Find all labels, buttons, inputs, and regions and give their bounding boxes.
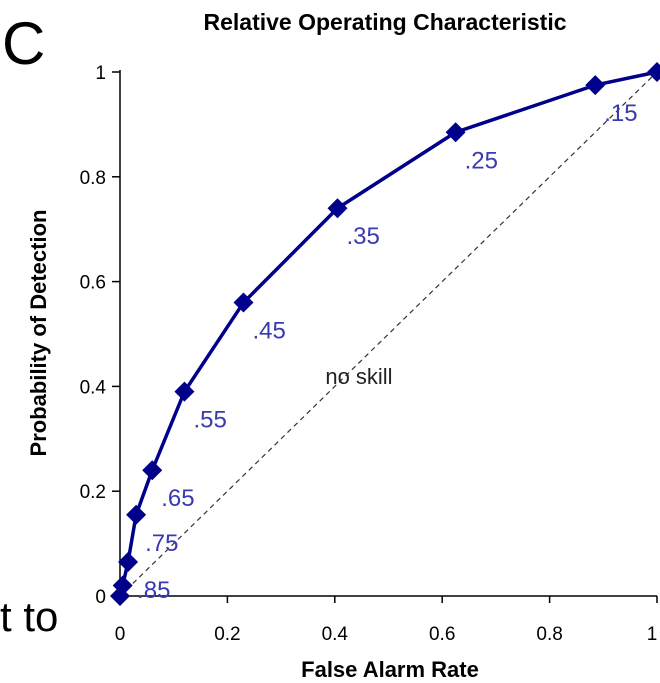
cropped-caption-text: t to xyxy=(0,593,59,640)
threshold-label: .65 xyxy=(161,485,194,512)
roc-data-point xyxy=(112,575,133,596)
x-tick-label: 0 xyxy=(115,624,126,645)
panel-letter: C xyxy=(2,10,46,77)
roc-data-point xyxy=(233,292,254,313)
x-tick-label: 0.8 xyxy=(536,624,562,645)
threshold-label: .25 xyxy=(465,147,498,174)
y-tick-label: 0.2 xyxy=(80,482,106,503)
x-tick-label: 1 xyxy=(647,624,658,645)
threshold-label: .75 xyxy=(145,530,178,557)
threshold-label: .45 xyxy=(253,318,286,345)
y-tick-label: 0.6 xyxy=(80,273,106,294)
x-tick-label: 0.2 xyxy=(214,624,240,645)
threshold-label: .55 xyxy=(193,407,226,434)
y-tick-label: 0.4 xyxy=(80,377,107,398)
threshold-label: .35 xyxy=(346,223,379,250)
x-tick-label: 0.6 xyxy=(429,624,455,645)
roc-data-point xyxy=(327,198,348,219)
y-axis-label: Probability of Detection xyxy=(26,210,51,457)
y-tick-label: 1 xyxy=(95,63,106,84)
roc-data-point xyxy=(445,122,466,143)
roc-data-point xyxy=(647,62,660,82)
roc-data-point xyxy=(585,75,606,96)
no-skill-label: no skill xyxy=(325,364,392,389)
threshold-label: .15 xyxy=(604,100,637,127)
x-tick-label: 0.4 xyxy=(322,624,349,645)
roc-data-point xyxy=(142,460,163,481)
x-axis-label: False Alarm Rate xyxy=(301,657,479,682)
y-tick-label: 0.8 xyxy=(80,168,106,189)
roc-data-point xyxy=(174,381,195,402)
roc-data-point xyxy=(118,551,139,572)
chart-title: Relative Operating Characteristic xyxy=(203,9,566,35)
roc-data-point xyxy=(126,504,147,525)
y-tick-label: 0 xyxy=(95,587,106,608)
threshold-label: .85 xyxy=(137,577,170,604)
no-skill-line xyxy=(119,71,658,597)
